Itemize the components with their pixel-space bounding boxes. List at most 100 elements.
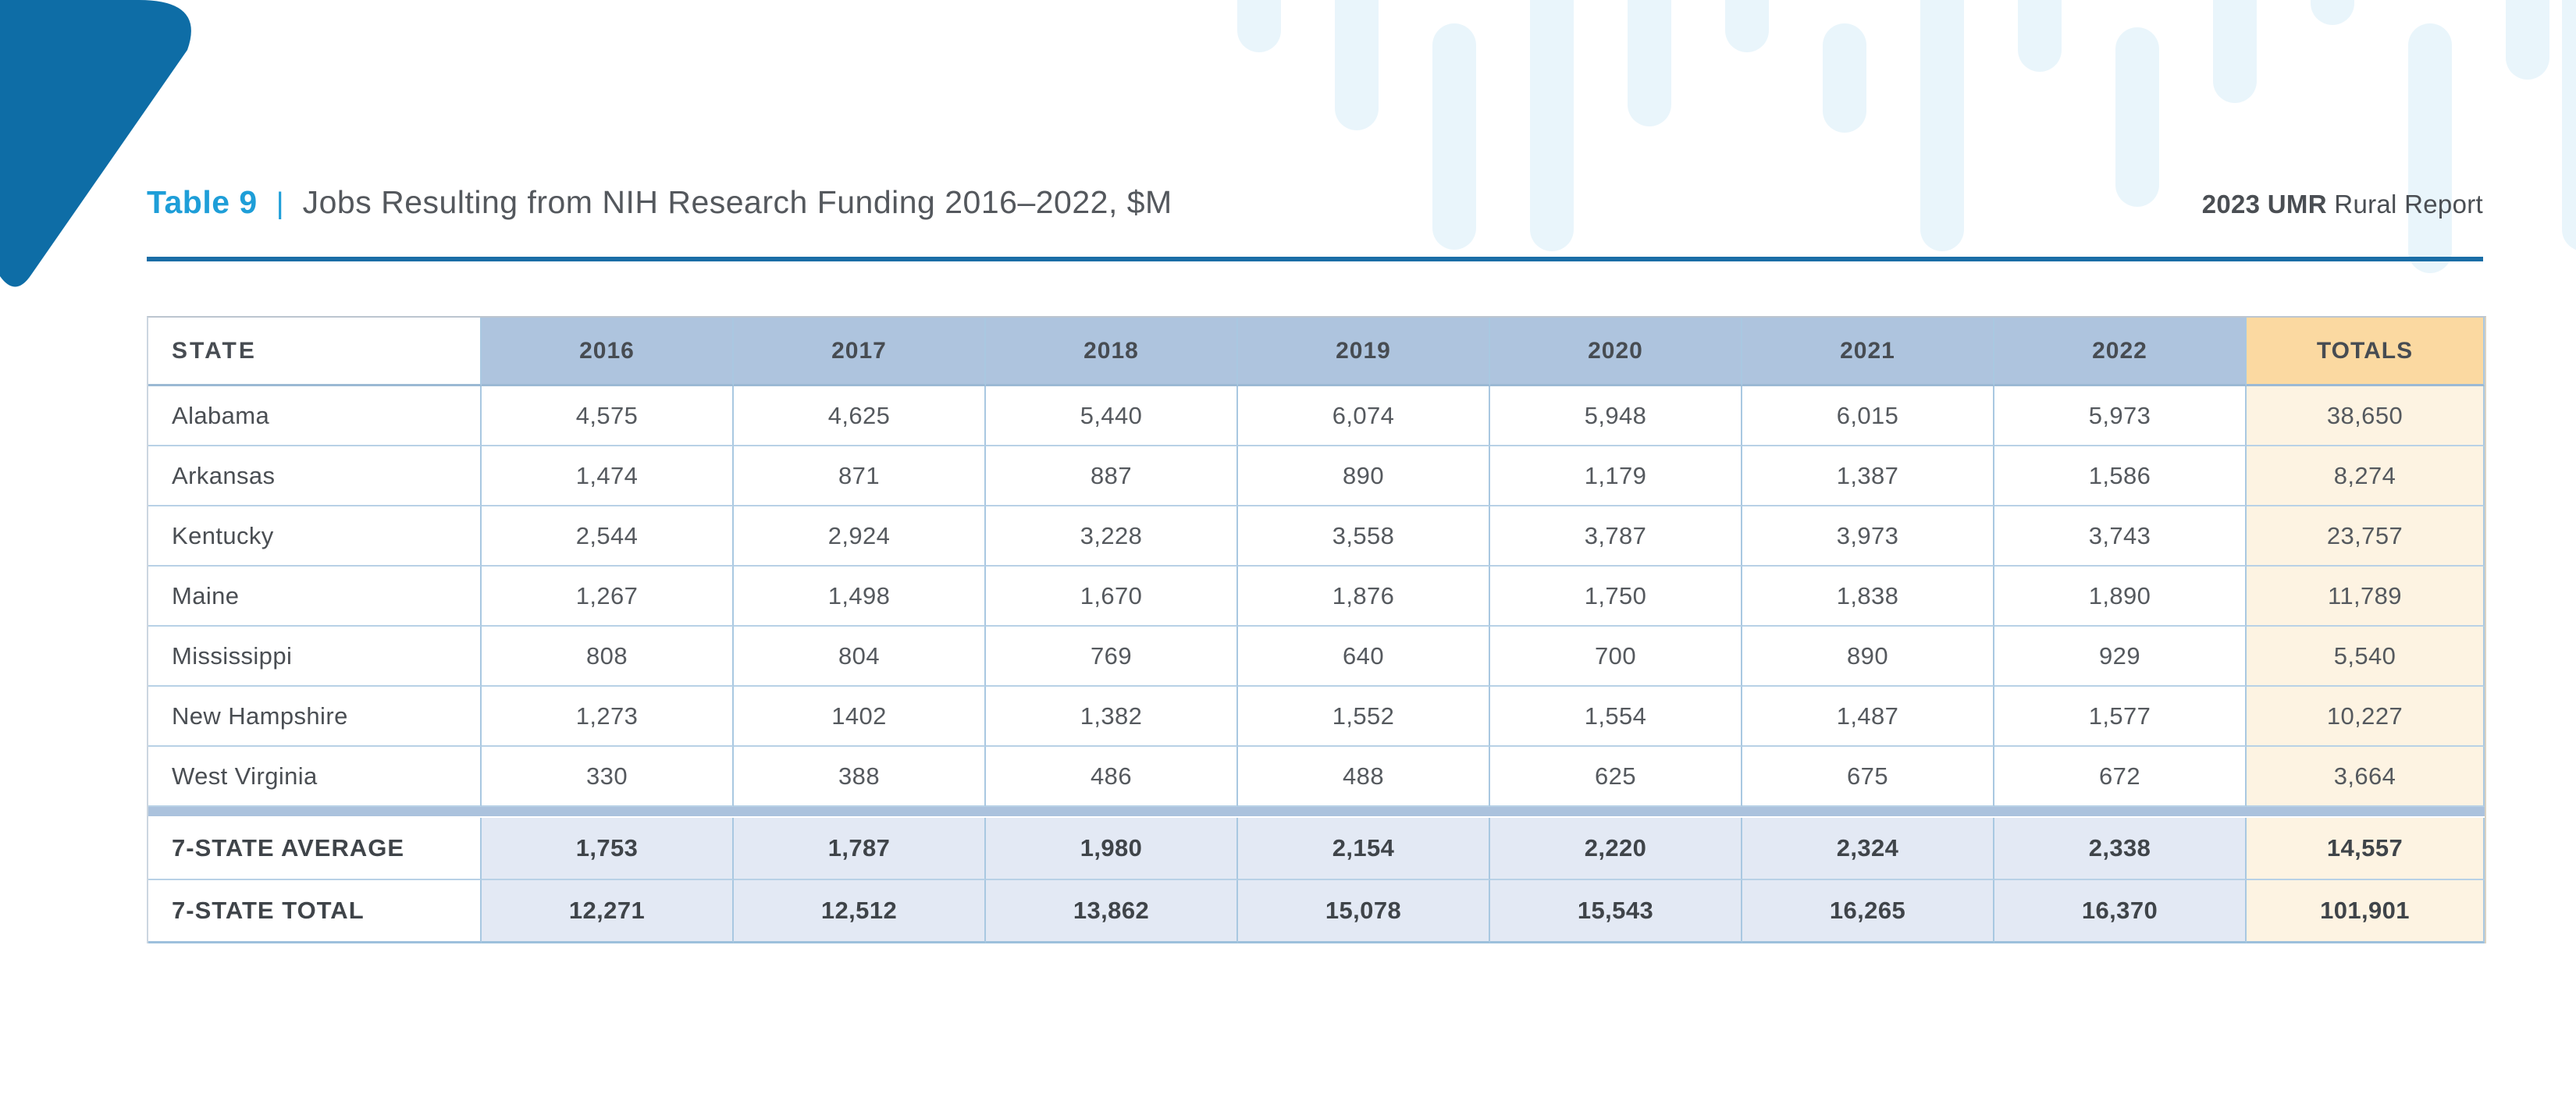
value-cell: 1,577 [1994, 687, 2247, 747]
state-cell: Maine [148, 567, 482, 627]
report-label: 2023 UMR Rural Report [2202, 190, 2483, 219]
background-pill [1628, 0, 1671, 126]
summary-separator-band [148, 807, 2485, 818]
value-cell: 890 [1238, 446, 1490, 506]
value-cell: 672 [1994, 747, 2247, 807]
header-cell-year: 2017 [734, 318, 986, 386]
summary-value-cell: 16,370 [1994, 880, 2247, 943]
background-pill [2311, 0, 2354, 25]
summary-value-cell: 1,787 [734, 818, 986, 880]
value-cell: 1,670 [986, 567, 1238, 627]
value-cell: 4,625 [734, 386, 986, 446]
value-cell: 1,487 [1742, 687, 1994, 747]
value-cell: 808 [482, 627, 734, 687]
summary-value-cell: 12,512 [734, 880, 986, 943]
value-cell: 2,544 [482, 506, 734, 567]
value-cell: 1,273 [482, 687, 734, 747]
corner-swoosh-icon [0, 0, 191, 287]
value-cell: 486 [986, 747, 1238, 807]
value-cell: 929 [1994, 627, 2247, 687]
value-cell: 488 [1238, 747, 1490, 807]
header-rule [147, 257, 2483, 261]
page-title: Jobs Resulting from NIH Research Funding… [302, 184, 1172, 220]
value-cell: 330 [482, 747, 734, 807]
value-cell: 2,924 [734, 506, 986, 567]
summary-value-cell: 15,078 [1238, 880, 1490, 943]
value-cell: 890 [1742, 627, 1994, 687]
summary-value-cell: 12,271 [482, 880, 734, 943]
state-cell: Kentucky [148, 506, 482, 567]
value-cell: 700 [1490, 627, 1742, 687]
report-label-rest: Rural Report [2326, 190, 2483, 218]
value-cell: 1,267 [482, 567, 734, 627]
value-cell: 1,890 [1994, 567, 2247, 627]
total-cell: 11,789 [2247, 567, 2485, 627]
table-number-label: Table 9 [147, 184, 258, 220]
header-cell-year: 2021 [1742, 318, 1994, 386]
background-pill [2213, 0, 2257, 103]
value-cell: 1,498 [734, 567, 986, 627]
background-pill [2018, 0, 2062, 72]
value-cell: 1,838 [1742, 567, 1994, 627]
state-cell: West Virginia [148, 747, 482, 807]
value-cell: 675 [1742, 747, 1994, 807]
state-cell: Alabama [148, 386, 482, 446]
summary-value-cell: 2,324 [1742, 818, 1994, 880]
state-cell: Mississippi [148, 627, 482, 687]
summary-value-cell: 1,753 [482, 818, 734, 880]
value-cell: 625 [1490, 747, 1742, 807]
summary-label-cell: 7-STATE TOTAL [148, 880, 482, 943]
summary-total-cell: 101,901 [2247, 880, 2485, 943]
value-cell: 1,382 [986, 687, 1238, 747]
header-cell-totals: TOTALS [2247, 318, 2485, 386]
summary-value-cell: 1,980 [986, 818, 1238, 880]
value-cell: 3,743 [1994, 506, 2247, 567]
background-pill [1237, 0, 1281, 52]
header-cell-year: 2022 [1994, 318, 2247, 386]
background-pill [2562, 0, 2576, 251]
value-cell: 6,015 [1742, 386, 1994, 446]
value-cell: 1,474 [482, 446, 734, 506]
header-cell-year: 2020 [1490, 318, 1742, 386]
value-cell: 887 [986, 446, 1238, 506]
background-pill [1335, 0, 1379, 130]
total-cell: 3,664 [2247, 747, 2485, 807]
header-cell-year: 2019 [1238, 318, 1490, 386]
header-cell-year: 2016 [482, 318, 734, 386]
summary-value-cell: 15,543 [1490, 880, 1742, 943]
header-cell-state: STATE [148, 318, 482, 386]
value-cell: 5,440 [986, 386, 1238, 446]
value-cell: 769 [986, 627, 1238, 687]
background-pill [1725, 0, 1769, 52]
summary-value-cell: 2,338 [1994, 818, 2247, 880]
value-cell: 640 [1238, 627, 1490, 687]
value-cell: 5,948 [1490, 386, 1742, 446]
header-cell-year: 2018 [986, 318, 1238, 386]
summary-label-cell: 7-STATE AVERAGE [148, 818, 482, 880]
value-cell: 1,750 [1490, 567, 1742, 627]
background-pill [1823, 23, 1866, 133]
state-cell: New Hampshire [148, 687, 482, 747]
data-table: STATE 2016 2017 2018 2019 2020 2021 2022… [147, 316, 2486, 943]
summary-value-cell: 2,154 [1238, 818, 1490, 880]
value-cell: 1402 [734, 687, 986, 747]
report-label-bold: 2023 UMR [2201, 190, 2327, 218]
page-header: Table 9 | Jobs Resulting from NIH Resear… [147, 184, 2483, 221]
value-cell: 3,228 [986, 506, 1238, 567]
state-cell: Arkansas [148, 446, 482, 506]
value-cell: 871 [734, 446, 986, 506]
value-cell: 6,074 [1238, 386, 1490, 446]
total-cell: 10,227 [2247, 687, 2485, 747]
value-cell: 3,973 [1742, 506, 1994, 567]
background-pill [2506, 0, 2549, 80]
value-cell: 1,554 [1490, 687, 1742, 747]
value-cell: 3,787 [1490, 506, 1742, 567]
background-pill [2408, 23, 2452, 273]
summary-total-cell: 14,557 [2247, 818, 2485, 880]
total-cell: 23,757 [2247, 506, 2485, 567]
value-cell: 1,552 [1238, 687, 1490, 747]
value-cell: 3,558 [1238, 506, 1490, 567]
value-cell: 1,179 [1490, 446, 1742, 506]
summary-value-cell: 13,862 [986, 880, 1238, 943]
